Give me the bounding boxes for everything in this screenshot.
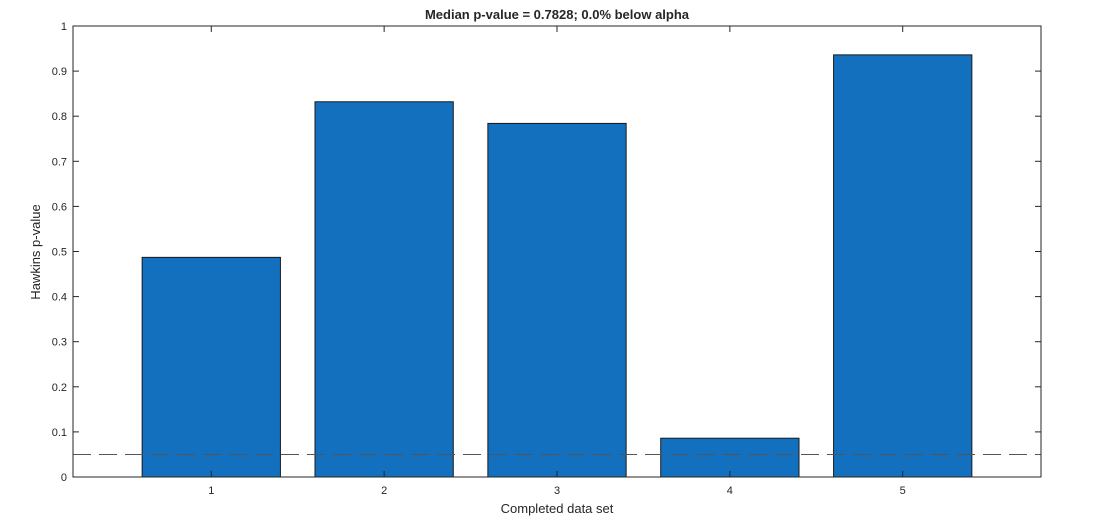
x-tick-label: 5 [900, 485, 906, 497]
x-tick-label: 3 [554, 485, 560, 497]
y-tick-label: 0.8 [52, 111, 67, 123]
y-tick-label: 0.4 [52, 292, 67, 304]
bars-layer [141, 54, 973, 478]
x-tick-label: 4 [727, 485, 733, 497]
x-tick-label: 2 [381, 485, 387, 497]
y-axis-label: Hawkins p-value [28, 204, 43, 299]
y-tick-label: 0.6 [52, 201, 67, 213]
y-tick-label: 0.5 [52, 247, 67, 259]
x-tick-label: 1 [208, 485, 214, 497]
bar-4 [660, 437, 800, 478]
x-axis-label: Completed data set [501, 501, 614, 516]
bar-5 [833, 54, 973, 478]
y-tick-label: 0.7 [52, 156, 67, 168]
y-tick-label: 0.1 [52, 427, 67, 439]
y-tick-label: 0.3 [52, 337, 67, 349]
y-tick-label: 1 [61, 21, 67, 33]
y-tick-label: 0 [61, 472, 67, 484]
chart-title: Median p-value = 0.7828; 0.0% below alph… [425, 7, 690, 22]
bar-3 [487, 122, 627, 478]
bar-2 [314, 101, 454, 478]
y-tick-label: 0.2 [52, 382, 67, 394]
ticks-layer: 0 0.1 0.2 0.3 0.4 0.5 0.6 0.7 0.8 0.9 1 1 2 3 4 5 [52, 21, 1041, 497]
bar-1 [141, 256, 281, 478]
y-tick-label: 0.9 [52, 66, 67, 78]
